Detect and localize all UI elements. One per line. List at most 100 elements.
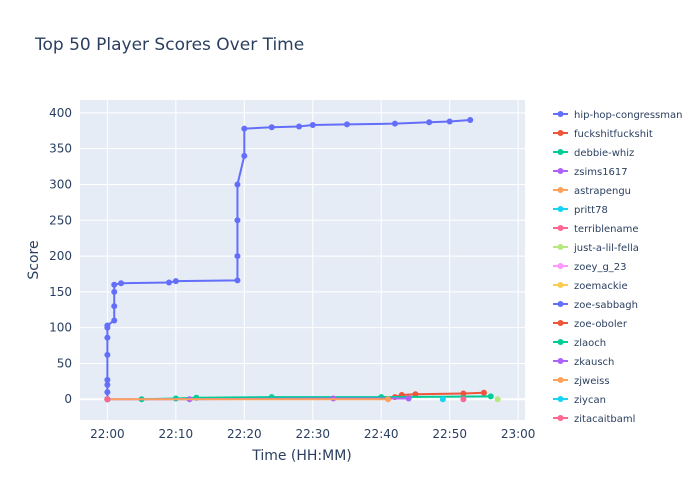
legend-label: zjweiss <box>574 376 610 387</box>
data-point <box>111 281 118 288</box>
y-tick-label: 350 <box>49 142 72 156</box>
legend-label: ziycan <box>574 395 606 406</box>
legend-item[interactable]: zkausch <box>553 357 614 368</box>
data-point <box>309 122 316 129</box>
legend-marker <box>557 111 564 117</box>
legend-item[interactable]: zoey_g_23 <box>553 262 627 273</box>
data-point <box>172 278 179 285</box>
legend-marker <box>557 206 564 212</box>
data-point <box>344 121 350 128</box>
legend-marker <box>557 396 564 402</box>
y-tick-label: 300 <box>49 177 72 191</box>
legend-marker <box>557 130 564 136</box>
legend-item[interactable]: zitacaitbaml <box>553 414 635 425</box>
data-point <box>104 381 111 388</box>
legend-item[interactable]: ziycan <box>553 395 606 406</box>
legend-item[interactable]: astrapengu <box>553 186 631 197</box>
legend-item[interactable]: zoe-sabbagh <box>553 300 638 311</box>
legend-label: terriblename <box>574 224 639 235</box>
plot <box>104 117 501 403</box>
legend-label: hip-hop-congressman <box>574 110 682 121</box>
data-point <box>467 117 474 124</box>
data-point <box>241 152 248 159</box>
legend-marker <box>557 225 564 231</box>
data-point <box>480 389 487 396</box>
y-tick-label: 150 <box>49 285 72 299</box>
data-point <box>111 303 118 310</box>
data-point <box>104 389 111 396</box>
data-point <box>494 396 501 403</box>
legend-label: zoe-oboler <box>574 319 628 330</box>
data-point <box>268 124 275 131</box>
data-point <box>460 390 467 397</box>
y-axis-title: Score <box>26 240 42 279</box>
legend-label: zlaoch <box>574 338 606 349</box>
x-tick-label: 22:30 <box>295 427 330 441</box>
y-tick-label: 250 <box>49 213 72 227</box>
legend-marker <box>557 187 564 193</box>
legend-item[interactable]: zoe-oboler <box>553 319 628 330</box>
data-point <box>234 253 241 260</box>
legend-item[interactable]: debbie-whiz <box>553 148 634 159</box>
data-point <box>439 396 446 403</box>
legend-label: zoe-sabbagh <box>574 300 638 311</box>
legend-label: pritt78 <box>574 205 608 216</box>
plot-area <box>80 100 525 420</box>
data-point <box>104 396 111 403</box>
x-tick-label: 22:40 <box>364 427 399 441</box>
data-point <box>385 396 392 403</box>
data-point <box>234 277 241 284</box>
data-point <box>104 334 111 341</box>
legend-marker <box>557 168 564 174</box>
legend-label: astrapengu <box>574 186 631 197</box>
x-tick-label: 23:00 <box>501 427 536 441</box>
data-point <box>426 119 433 126</box>
legend-marker <box>557 149 564 155</box>
legend-marker <box>557 301 564 307</box>
legend: hip-hop-congressman fuckshitfuckshit debbi… <box>553 110 682 425</box>
y-tick-label: 0 <box>64 392 72 406</box>
legend-marker <box>557 320 564 326</box>
x-axis-title: Time (HH:MM) <box>251 448 352 464</box>
legend-item[interactable]: just-a-lil-fella <box>553 243 639 254</box>
x-tick-label: 22:10 <box>159 427 194 441</box>
legend-item[interactable]: terriblename <box>553 224 639 235</box>
chart-title: Top 50 Player Scores Over Time <box>34 35 304 55</box>
data-point <box>234 181 241 188</box>
data-point <box>412 391 419 398</box>
data-point <box>446 118 453 125</box>
legend-item[interactable]: pritt78 <box>553 205 608 216</box>
legend-label: zsims1617 <box>574 167 628 178</box>
legend-label: fuckshitfuckshit <box>574 129 653 140</box>
data-point <box>118 280 125 287</box>
legend-label: debbie-whiz <box>574 148 634 159</box>
y-tick-label: 50 <box>57 356 72 370</box>
legend-label: zoemackie <box>574 281 628 292</box>
x-tick-label: 22:20 <box>227 427 262 441</box>
data-point <box>166 279 172 286</box>
data-point <box>111 317 118 324</box>
legend-item[interactable]: zlaoch <box>553 338 606 349</box>
grid: 0 50 100 150 200 250 300 350 400 22:00 22:10 22:20 2… <box>49 100 535 441</box>
legend-marker <box>557 377 564 383</box>
legend-item[interactable]: fuckshitfuckshit <box>553 129 653 140</box>
legend-label: zitacaitbaml <box>574 414 635 425</box>
data-point <box>296 123 303 130</box>
legend-item[interactable]: zsims1617 <box>553 167 628 178</box>
data-point <box>104 322 111 329</box>
legend-item[interactable]: zoemackie <box>553 281 628 292</box>
y-tick-label: 400 <box>49 106 72 120</box>
legend-item[interactable]: hip-hop-congressman <box>553 110 682 121</box>
legend-item[interactable]: zjweiss <box>553 376 610 387</box>
data-point <box>104 376 111 383</box>
legend-marker <box>557 339 564 345</box>
data-point <box>487 393 494 400</box>
data-point <box>241 125 248 132</box>
legend-label: zkausch <box>574 357 614 368</box>
legend-label: zoey_g_23 <box>574 262 627 273</box>
legend-marker <box>557 263 564 269</box>
x-tick-label: 22:50 <box>432 427 467 441</box>
legend-marker <box>557 358 564 364</box>
data-point <box>405 395 412 402</box>
